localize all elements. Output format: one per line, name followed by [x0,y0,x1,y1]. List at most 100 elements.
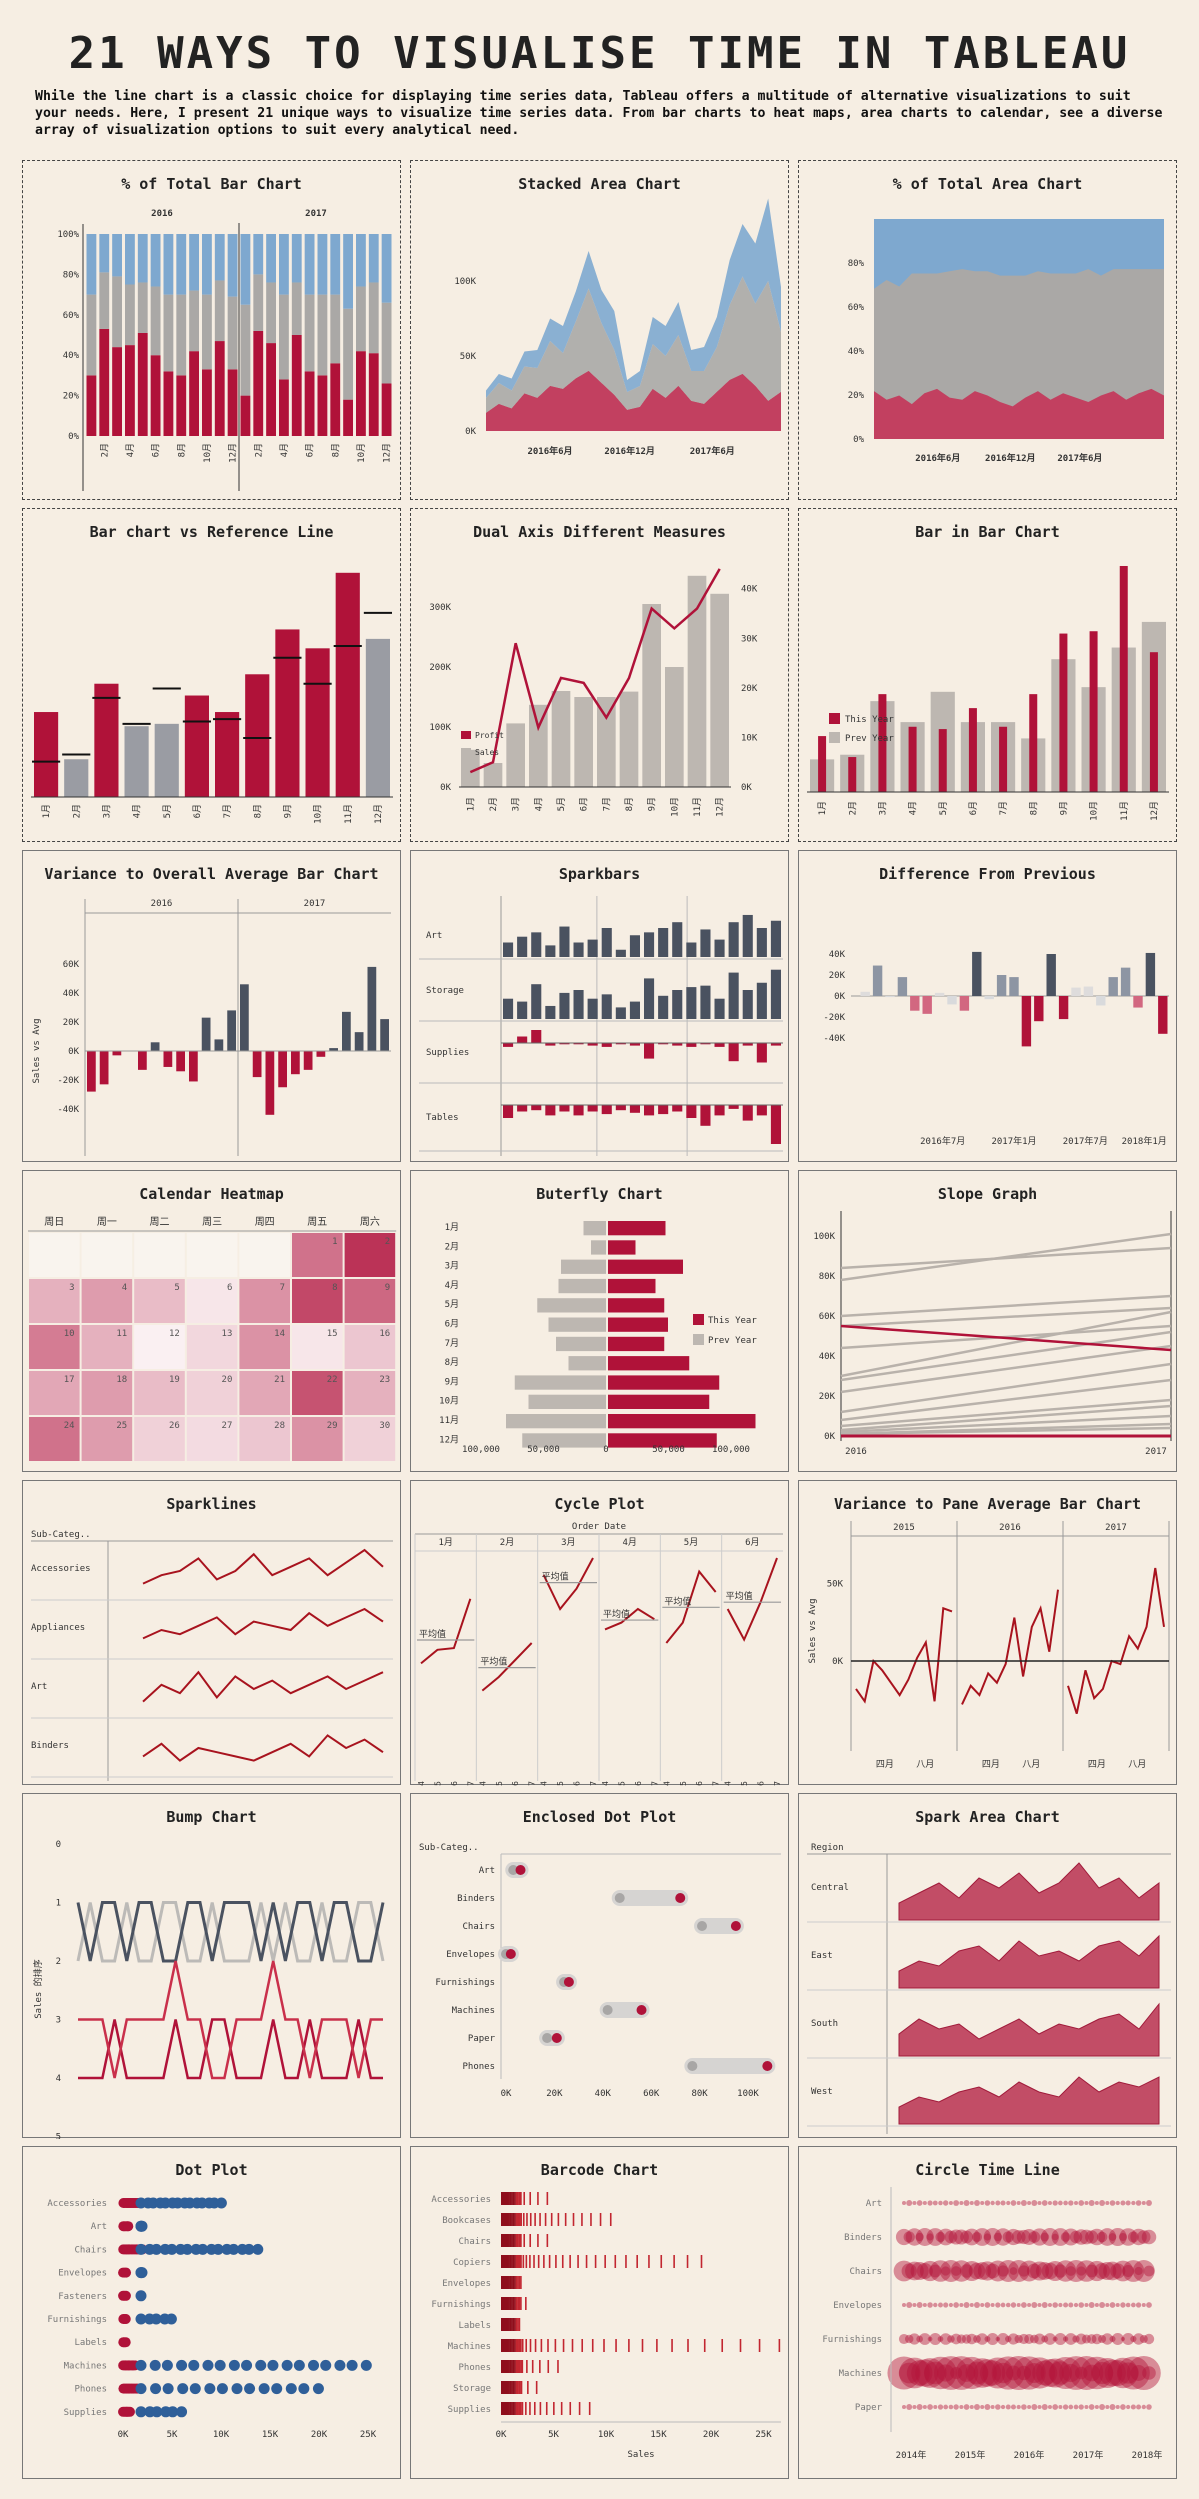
barcode-tick [517,2213,519,2226]
barcode-tick [547,2192,549,2205]
bar [729,1043,739,1061]
bar [34,712,58,797]
barcode-tick [514,2381,516,2394]
bar-profit [382,383,392,436]
bar-top [125,234,135,285]
x-tick-label: 11月 [692,797,703,817]
timeline-circle [1084,2405,1088,2409]
day-number: 10 [64,1329,75,1339]
bar [100,1051,109,1084]
bar-top [330,234,340,295]
y-tick-label: 50K [460,352,477,362]
timeline-circle [995,2201,1000,2206]
barcode-tick [507,2297,509,2310]
slope-line [841,1296,1171,1316]
year-tick-label: 2017 [712,1781,721,1786]
row-label: Art [91,2222,107,2232]
barcode-tick [520,2255,522,2268]
bar [947,996,956,1004]
dot-blue [232,2383,243,2394]
panel-pct-area: % of Total Area Chart 0% 20% 40% 60% 80% 2016年… [798,160,1177,500]
bar [531,1030,541,1043]
barcode-tick [504,2318,506,2331]
day-number: 19 [169,1375,180,1385]
y-tick-label: 60K [819,1312,836,1322]
bar-prev-year [559,1279,607,1293]
bar-top [87,234,97,295]
x-tick-label: 8月 [330,443,341,457]
x-tick-label: 10月 [1089,801,1100,821]
dot-prev [697,1921,707,1931]
legend-label-prev-year: Prev Year [845,734,894,744]
barcode-tick [505,2276,507,2289]
barcode-tick [551,2213,553,2226]
barcode-tick [526,2213,528,2226]
variance-line [1068,1568,1164,1714]
spark-area [899,2077,1159,2124]
row-label: 4月 [445,1280,459,1291]
x-tick-label: 2017 [1145,1447,1167,1457]
bar [559,993,569,1019]
bar [559,927,569,957]
chart-enclosed-dot: Sub-Categ..ArtBindersChairsEnvelopesFurn… [411,1794,790,2139]
row-label: 10月 [439,1396,459,1407]
x-tick-label: 60K [643,2089,660,2099]
bar [616,1105,626,1110]
barcode-tick [526,2360,528,2373]
timeline-circle [953,2404,958,2409]
timeline-circle [959,2405,963,2409]
barcode-tick [518,2297,520,2310]
row-label: Art [866,2199,882,2209]
bar-profit [253,331,263,436]
year-label: 2017 [1105,1523,1127,1533]
row-label: Storage [453,2384,491,2394]
barcode-tick [519,2318,521,2331]
chart-pct-total-bar: 2016 20170%20%40%60%80%100%2月 4月 6月 8月 10月 12月… [23,161,402,501]
x-tick-label: 2016年12月 [985,452,1036,464]
legend-swatch-this-year [693,1314,704,1325]
bar [517,1037,527,1044]
barcode-tick [514,2255,516,2268]
barcode-tick [517,2318,519,2331]
x-tick-label: 3月 [101,804,112,818]
barcode-tick [549,2255,551,2268]
dot-crimson [121,2268,131,2278]
dot-current [552,2033,562,2043]
bar [885,996,894,997]
x-tick-label: 6月 [151,443,162,457]
bar [275,629,299,797]
row-label: Art [426,931,442,941]
barcode-tick [504,2213,506,2226]
day-number: 9 [385,1283,390,1293]
x-tick-label: 2月 [71,804,82,818]
chart-slope: 0K20K40K60K80K100K2016 2017 [799,1171,1178,1473]
barcode-tick [507,2234,509,2247]
dot-prev [542,2033,552,2043]
row-label: Phones [462,2062,495,2072]
timeline-circle [1095,2405,1099,2409]
bar-this-year [1120,566,1128,792]
panel-enclosed-dot: Enclosed Dot Plot Sub-Categ.. Art Binders Ch… [410,1793,789,2138]
barcode-tick [704,2339,706,2352]
timeline-circle [906,2404,912,2410]
x-tick-label: 2014年 [896,2449,927,2461]
bar [202,1018,211,1051]
timeline-circle [1021,2200,1027,2206]
day-number: 13 [222,1329,233,1339]
row-label: Art [479,1866,495,1876]
timeline-circle [906,2302,912,2308]
y-left-tick-label: 100K [429,723,451,733]
timeline-circle [1074,2201,1078,2205]
year-tick-label: 2016 [695,1781,704,1786]
barcode-tick [502,2255,504,2268]
day-number: 16 [379,1329,390,1339]
timeline-circle [964,2302,970,2308]
x-tick-label: 8月 [176,443,187,457]
legend-swatch-sales [461,748,471,756]
spark-area [899,2004,1159,2056]
bar-profit [241,396,251,436]
year-tick-label: 2017 [589,1781,598,1786]
variance-line [962,1590,1058,1705]
row-label: Binders [31,1741,69,1751]
barcode-tick [516,2318,518,2331]
